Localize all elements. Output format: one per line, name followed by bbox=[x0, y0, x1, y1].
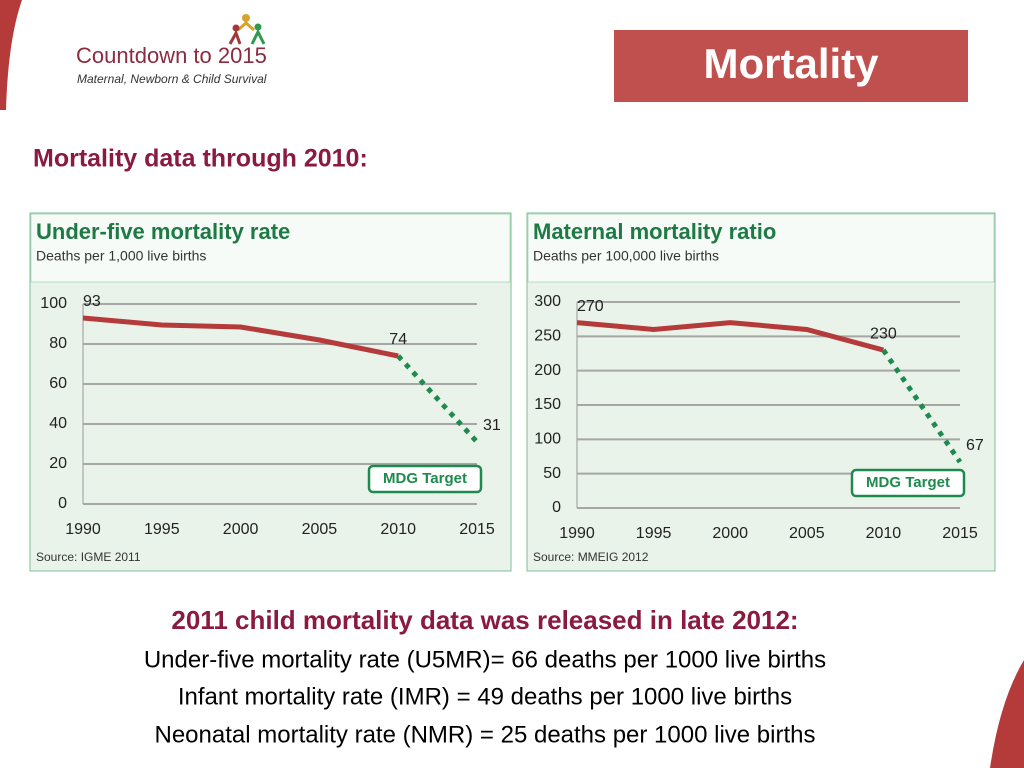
x-tick-label: 1995 bbox=[144, 521, 180, 538]
title-box bbox=[614, 30, 968, 102]
y-tick-label: 150 bbox=[534, 396, 561, 413]
legend-box bbox=[850, 468, 966, 498]
logo-icon bbox=[228, 14, 266, 45]
data-label: 31 bbox=[483, 417, 501, 434]
data-label: 270 bbox=[577, 298, 604, 315]
x-tick-label: 2010 bbox=[866, 525, 902, 542]
x-tick-label: 2000 bbox=[223, 521, 259, 538]
legend-label: MDG Target bbox=[383, 470, 467, 487]
chart-header bbox=[30, 213, 511, 283]
release-line: Neonatal mortality rate (NMR) = 25 death… bbox=[155, 721, 816, 748]
series-line bbox=[82, 315, 399, 359]
x-tick-label: 2000 bbox=[712, 525, 748, 542]
y-tick-label: 100 bbox=[40, 295, 67, 312]
chart-header bbox=[527, 213, 995, 283]
x-tick-label: 1990 bbox=[559, 525, 595, 542]
x-tick-label: 2005 bbox=[789, 525, 825, 542]
release-heading: 2011 child mortality data was released i… bbox=[171, 605, 798, 635]
y-tick-label: 300 bbox=[534, 293, 561, 310]
corner-decoration bbox=[990, 660, 1024, 768]
x-tick-label: 2010 bbox=[380, 521, 416, 538]
y-tick-label: 0 bbox=[552, 499, 561, 516]
chart-subtitle: Deaths per 100,000 live births bbox=[533, 248, 719, 264]
corner-decoration bbox=[0, 0, 22, 110]
release-line: Infant mortality rate (IMR) = 49 deaths … bbox=[178, 683, 792, 710]
y-tick-label: 40 bbox=[49, 415, 67, 432]
chart-source: Source: MMEIG 2012 bbox=[533, 550, 649, 564]
y-tick-label: 100 bbox=[534, 431, 561, 448]
legend-box bbox=[367, 464, 483, 494]
chart-source: Source: IGME 2011 bbox=[36, 550, 141, 564]
x-tick-label: 2015 bbox=[459, 521, 495, 538]
x-tick-label: 1995 bbox=[636, 525, 672, 542]
x-tick-label: 1990 bbox=[65, 521, 101, 538]
logo-subtitle: Maternal, Newborn & Child Survival bbox=[77, 72, 267, 86]
y-tick-label: 80 bbox=[49, 335, 67, 352]
x-tick-label: 2015 bbox=[942, 525, 978, 542]
data-label: 74 bbox=[389, 331, 407, 348]
legend-label: MDG Target bbox=[866, 474, 950, 491]
release-line: Under-five mortality rate (U5MR)= 66 dea… bbox=[144, 646, 826, 673]
legend-entry: MDG Target bbox=[367, 464, 483, 494]
chart-subtitle: Deaths per 1,000 live births bbox=[36, 248, 206, 264]
series-line bbox=[396, 354, 479, 444]
y-tick-label: 50 bbox=[543, 465, 561, 482]
legend-entry: MDG Target bbox=[850, 468, 966, 498]
chart-title: Under-five mortality rate bbox=[36, 219, 290, 244]
series-line bbox=[576, 320, 885, 353]
section-heading: Mortality data through 2010: bbox=[33, 145, 368, 173]
y-tick-label: 0 bbox=[58, 495, 67, 512]
slide-title: Mortality bbox=[703, 40, 879, 87]
data-label: 93 bbox=[83, 293, 101, 310]
series-line bbox=[881, 348, 963, 464]
y-tick-label: 200 bbox=[534, 362, 561, 379]
data-label: 67 bbox=[966, 437, 984, 454]
y-tick-label: 60 bbox=[49, 375, 67, 392]
y-tick-label: 20 bbox=[49, 455, 67, 472]
x-tick-label: 2005 bbox=[302, 521, 338, 538]
chart-title: Maternal mortality ratio bbox=[533, 219, 776, 244]
logo-title: Countdown to 2015 bbox=[76, 43, 267, 68]
data-label: 230 bbox=[870, 325, 897, 342]
y-tick-label: 250 bbox=[534, 328, 561, 345]
